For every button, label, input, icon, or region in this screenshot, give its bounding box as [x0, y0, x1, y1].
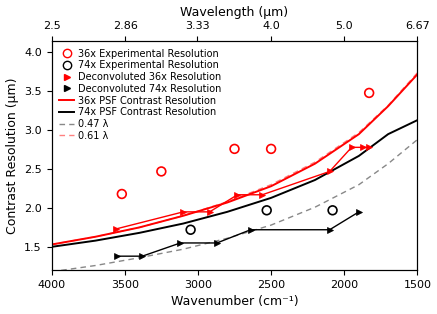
- Point: [329, 208, 336, 213]
- Point: [118, 192, 125, 197]
- Point: [267, 146, 274, 151]
- Legend: 36x Experimental Resolution, 74x Experimental Resolution, Deconvoluted 36x Resol: 36x Experimental Resolution, 74x Experim…: [56, 46, 224, 144]
- Point: [34, 239, 41, 244]
- Point: [366, 90, 373, 95]
- Point: [158, 169, 165, 174]
- Point: [231, 146, 238, 151]
- Y-axis label: Contrast Resolution (μm): Contrast Resolution (μm): [6, 77, 18, 234]
- Point: [34, 241, 41, 246]
- X-axis label: Wavelength (μm): Wavelength (μm): [180, 6, 288, 19]
- X-axis label: Wavenumber (cm⁻¹): Wavenumber (cm⁻¹): [171, 295, 298, 308]
- Point: [263, 208, 270, 213]
- Point: [187, 227, 194, 232]
